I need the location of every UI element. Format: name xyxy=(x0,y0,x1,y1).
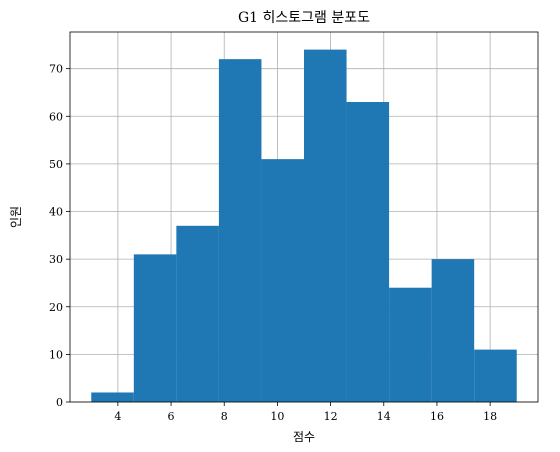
histogram-bar xyxy=(176,225,219,402)
x-tick-label: 18 xyxy=(483,410,497,423)
histogram-bar xyxy=(261,159,304,402)
plot-frame xyxy=(69,31,539,403)
x-axis-label: 점수 xyxy=(293,430,315,444)
histogram-bar xyxy=(346,102,390,402)
y-axis-label: 인원 xyxy=(9,206,23,228)
ticks-layer: 4 6 8 10 12 14 16 18 0 10 20 30 40 50 60 70 xyxy=(49,63,497,423)
x-tick-label: 16 xyxy=(430,410,444,423)
x-tick-label: 12 xyxy=(324,410,338,423)
y-tick-label: 10 xyxy=(49,348,63,361)
y-tick-label: 60 xyxy=(49,110,63,123)
histogram-bar xyxy=(304,49,347,402)
bars-layer xyxy=(91,49,517,403)
x-tick-label: 6 xyxy=(168,410,175,423)
histogram-bar xyxy=(218,59,262,403)
y-tick-label: 20 xyxy=(49,301,63,314)
y-tick-label: 40 xyxy=(49,206,63,219)
x-tick-label: 4 xyxy=(114,410,121,423)
histogram-bar xyxy=(474,349,517,402)
histogram-bar xyxy=(431,259,475,402)
x-tick-label: 10 xyxy=(270,410,284,423)
histogram-bar xyxy=(389,287,432,402)
y-tick-label: 70 xyxy=(49,63,63,76)
chart-title: G1 히스토그램 분포도 xyxy=(238,10,370,26)
y-tick-label: 30 xyxy=(49,253,63,266)
histogram-bar xyxy=(133,254,177,402)
y-tick-label: 0 xyxy=(56,396,63,409)
y-tick-label: 50 xyxy=(49,158,63,171)
x-tick-label: 8 xyxy=(221,410,228,423)
histogram-bar xyxy=(91,392,134,402)
x-tick-label: 14 xyxy=(377,410,391,423)
